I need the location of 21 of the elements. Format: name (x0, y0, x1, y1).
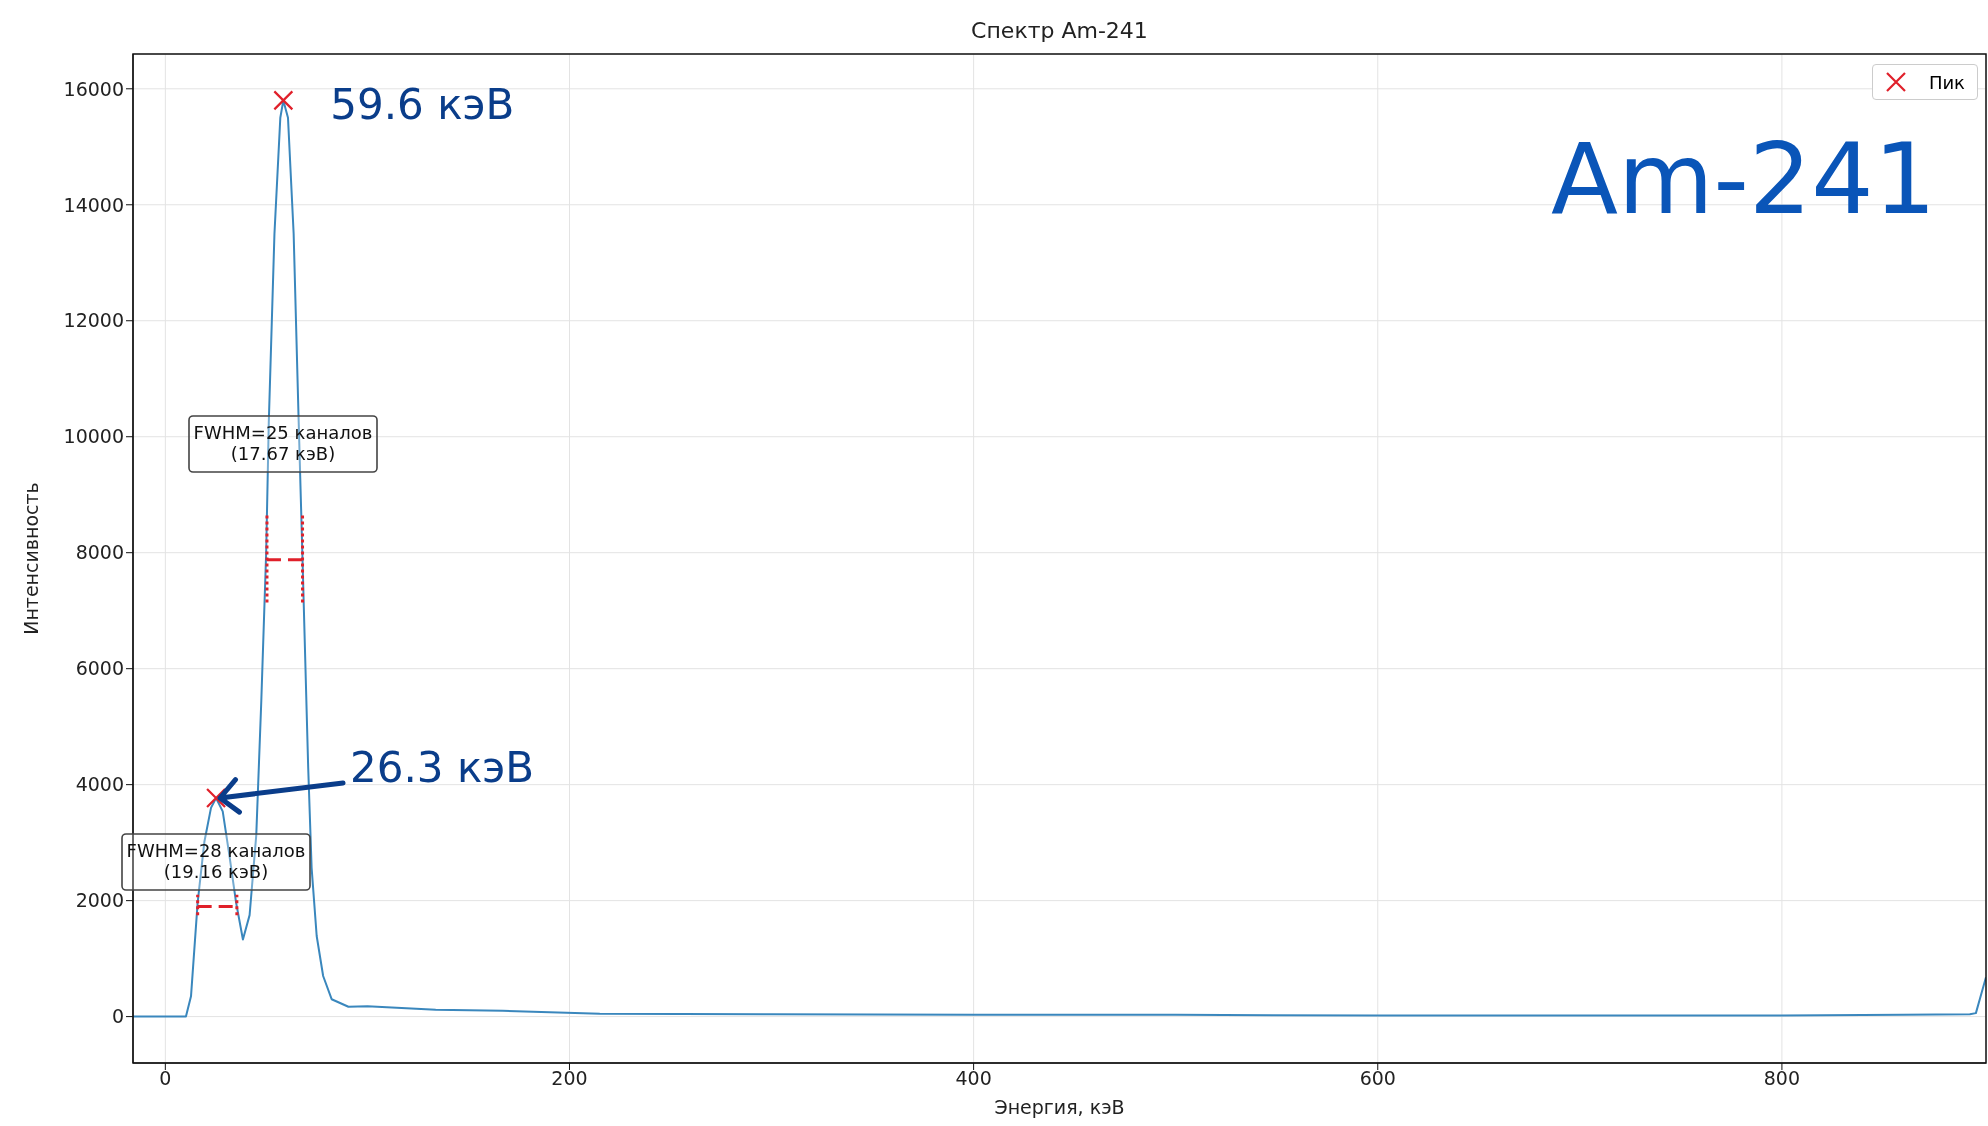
y-tick-label: 8000 (75, 541, 124, 564)
y-tick-label: 2000 (75, 889, 124, 912)
y-tick-label: 6000 (75, 657, 124, 680)
y-tick-label: 16000 (63, 77, 124, 100)
annotation: Am-241 (1551, 122, 1936, 236)
x-tick-label: 800 (1763, 1067, 1801, 1090)
y-tick-label: 0 (111, 1005, 124, 1028)
legend-label: Пик (1928, 71, 1965, 93)
x-tick-label: 0 (159, 1067, 172, 1090)
y-axis-title: Интенсивность (20, 482, 42, 635)
x-axis-title: Энергия, кэВ (994, 1096, 1125, 1118)
chart-title: Спектр Am-241 (971, 18, 1148, 43)
y-tick-label: 4000 (75, 773, 124, 796)
x-tick-label: 200 (551, 1067, 588, 1090)
x-tick-label: 400 (955, 1067, 992, 1090)
annotation: 26.3 кэВ (350, 743, 535, 793)
x-tick-label: 600 (1359, 1067, 1396, 1090)
y-tick-label: 10000 (63, 425, 124, 448)
y-tick-label: 14000 (63, 193, 124, 216)
annotation: 59.6 кэВ (330, 79, 515, 129)
y-tick-label: 12000 (63, 309, 124, 332)
